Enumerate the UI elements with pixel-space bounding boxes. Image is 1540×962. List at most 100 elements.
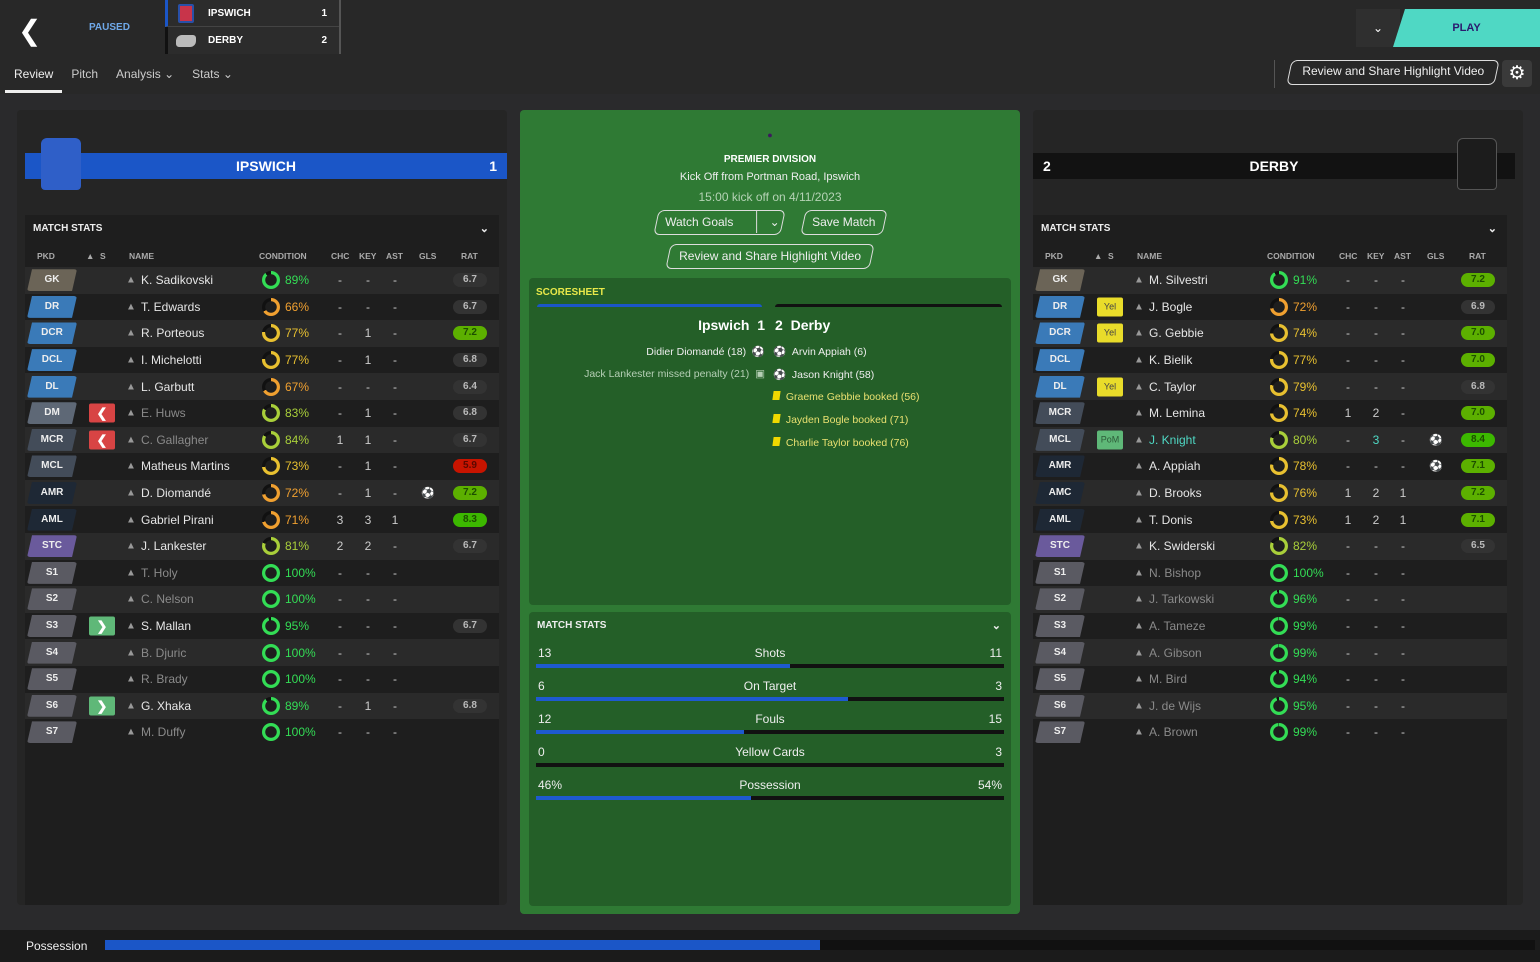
column-header[interactable]: CHC: [331, 251, 350, 261]
table-row[interactable]: S6 ▲ J. de Wijs 95% - - -: [1033, 692, 1507, 720]
tab-review[interactable]: Review: [5, 62, 63, 93]
player-name[interactable]: D. Diomandé: [141, 486, 212, 501]
sort-arrow-icon[interactable]: ▲: [1094, 251, 1103, 261]
player-name[interactable]: A. Appiah: [1149, 459, 1201, 474]
table-row[interactable]: S4 ▲ B. Djuric 100% - - -: [25, 639, 499, 666]
table-row[interactable]: AMR ▲ A. Appiah 78% - - - ⚽ 7.1: [1033, 453, 1507, 480]
column-header[interactable]: S: [1108, 251, 1114, 261]
player-name[interactable]: J. Tarkowski: [1149, 592, 1215, 607]
table-row[interactable]: S1 ▲ T. Holy 100% - - -: [25, 560, 499, 587]
watch-goals-button[interactable]: Watch Goals ⌄: [653, 210, 793, 235]
back-button[interactable]: ❮: [18, 15, 42, 46]
table-row[interactable]: S1 ▲ N. Bishop 100% - - -: [1033, 560, 1507, 587]
player-name[interactable]: Matheus Martins: [141, 459, 230, 474]
player-name[interactable]: K. Swiderski: [1149, 539, 1216, 554]
tab-stats[interactable]: Stats ⌄: [183, 62, 242, 93]
player-name[interactable]: T. Holy: [141, 565, 178, 580]
table-row[interactable]: DCL ▲ K. Bielik 77% - - - 7.0: [1033, 347, 1507, 374]
player-name[interactable]: K. Bielik: [1149, 353, 1193, 368]
player-name[interactable]: C. Nelson: [141, 592, 194, 607]
chevron-down-icon[interactable]: ⌄: [1487, 223, 1497, 235]
table-row[interactable]: DCL ▲ I. Michelotti 77% - 1 - 6.8: [25, 347, 499, 374]
column-header[interactable]: GLS: [1427, 251, 1445, 261]
table-row[interactable]: DL ▲ L. Garbutt 67% - - - 6.4: [25, 373, 499, 400]
review-highlight-button[interactable]: Review and Share Highlight Video: [1286, 60, 1500, 85]
review-highlight-button[interactable]: Review and Share Highlight Video: [665, 244, 875, 269]
player-name[interactable]: Gabriel Pirani: [141, 512, 214, 527]
player-name[interactable]: M. Bird: [1149, 672, 1188, 687]
chevron-down-icon[interactable]: ⌄: [756, 211, 793, 233]
table-row[interactable]: DR Yel ▲ J. Bogle 72% - - - 6.9: [1033, 294, 1507, 321]
play-button[interactable]: PLAY: [1393, 9, 1540, 47]
save-match-button[interactable]: Save Match: [800, 210, 888, 235]
chevron-down-icon[interactable]: ⌄: [991, 620, 1001, 632]
table-row[interactable]: AML ▲ T. Donis 73% 1 2 1 7.1: [1033, 506, 1507, 533]
player-name[interactable]: C. Gallagher: [141, 432, 209, 447]
player-name[interactable]: A. Tameze: [1149, 619, 1206, 634]
table-row[interactable]: DCR Yel ▲ G. Gebbie 74% - - - 7.0: [1033, 320, 1507, 347]
table-row[interactable]: DR ▲ T. Edwards 66% - - - 6.7: [25, 294, 499, 321]
tab-analysis[interactable]: Analysis ⌄: [107, 62, 183, 93]
table-row[interactable]: AMC ▲ D. Brooks 76% 1 2 1 7.2: [1033, 479, 1507, 507]
player-name[interactable]: N. Bishop: [1149, 565, 1202, 580]
table-row[interactable]: S3 ▲ A. Tameze 99% - - -: [1033, 613, 1507, 640]
player-name[interactable]: M. Duffy: [141, 725, 186, 740]
player-name[interactable]: J. Lankester: [141, 539, 207, 554]
table-row[interactable]: AMR ▲ D. Diomandé 72% - 1 - ⚽ 7.2: [25, 479, 499, 507]
table-row[interactable]: MCR ❮ ▲ C. Gallagher 84% 1 1 - 6.7: [25, 426, 499, 454]
player-name[interactable]: A. Brown: [1149, 725, 1198, 740]
table-row[interactable]: DCR ▲ R. Porteous 77% - 1 - 7.2: [25, 320, 499, 347]
table-row[interactable]: STC ▲ J. Lankester 81% 2 2 - 6.7: [25, 532, 499, 560]
table-row[interactable]: AML ▲ Gabriel Pirani 71% 3 3 1 8.3: [25, 506, 499, 533]
column-header[interactable]: RAT: [461, 251, 478, 261]
column-header[interactable]: KEY: [1367, 251, 1385, 261]
table-row[interactable]: DM ❮ ▲ E. Huws 83% - 1 - 6.8: [25, 400, 499, 427]
player-name[interactable]: A. Gibson: [1149, 645, 1202, 660]
column-header[interactable]: CONDITION: [259, 251, 307, 261]
table-row[interactable]: GK ▲ K. Sadikovski 89% - - - 6.7: [25, 267, 499, 294]
table-row[interactable]: STC ▲ K. Swiderski 82% - - - 6.5: [1033, 532, 1507, 560]
table-row[interactable]: DL Yel ▲ C. Taylor 79% - - - 6.8: [1033, 373, 1507, 400]
player-name[interactable]: B. Djuric: [141, 645, 187, 660]
table-row[interactable]: S7 ▲ M. Duffy 100% - - -: [25, 719, 499, 746]
column-header[interactable]: GLS: [419, 251, 437, 261]
player-name[interactable]: D. Brooks: [1149, 486, 1202, 501]
player-name[interactable]: R. Porteous: [141, 326, 205, 341]
table-row[interactable]: MCL ▲ Matheus Martins 73% - 1 - 5.9: [25, 453, 499, 480]
column-header[interactable]: CHC: [1339, 251, 1358, 261]
sort-arrow-icon[interactable]: ▲: [86, 251, 95, 261]
player-name[interactable]: R. Brady: [141, 672, 188, 687]
player-name[interactable]: M. Silvestri: [1149, 273, 1208, 288]
tab-pitch[interactable]: Pitch: [71, 67, 99, 81]
chevron-down-icon[interactable]: ⌄: [479, 223, 489, 235]
player-name[interactable]: T. Donis: [1149, 512, 1193, 527]
table-row[interactable]: S7 ▲ A. Brown 99% - - -: [1033, 719, 1507, 746]
player-name[interactable]: L. Garbutt: [141, 379, 195, 394]
table-row[interactable]: S5 ▲ R. Brady 100% - - -: [25, 666, 499, 693]
table-row[interactable]: S2 ▲ J. Tarkowski 96% - - -: [1033, 586, 1507, 613]
player-name[interactable]: T. Edwards: [141, 299, 201, 314]
column-header[interactable]: PKD: [37, 251, 55, 261]
column-header[interactable]: PKD: [1045, 251, 1063, 261]
table-row[interactable]: S2 ▲ C. Nelson 100% - - -: [25, 586, 499, 613]
column-header[interactable]: KEY: [359, 251, 377, 261]
table-row[interactable]: S3 ❯ ▲ S. Mallan 95% - - - 6.7: [25, 613, 499, 640]
table-row[interactable]: S6 ❯ ▲ G. Xhaka 89% - 1 - 6.8: [25, 692, 499, 720]
player-name[interactable]: G. Xhaka: [141, 698, 192, 713]
gear-icon[interactable]: ⚙: [1502, 60, 1532, 87]
player-name[interactable]: J. de Wijs: [1149, 698, 1202, 713]
player-name[interactable]: C. Taylor: [1149, 379, 1197, 394]
table-row[interactable]: MCL PoM ▲ J. Knight 80% - 3 - ⚽ 8.4: [1033, 426, 1507, 454]
player-name[interactable]: G. Gebbie: [1149, 326, 1204, 341]
column-header[interactable]: NAME: [129, 251, 155, 261]
table-row[interactable]: S4 ▲ A. Gibson 99% - - -: [1033, 639, 1507, 666]
column-header[interactable]: CONDITION: [1267, 251, 1315, 261]
play-options-dropdown[interactable]: ⌄: [1356, 9, 1400, 47]
player-name[interactable]: K. Sadikovski: [141, 273, 214, 288]
player-name[interactable]: M. Lemina: [1149, 406, 1206, 421]
player-name[interactable]: J. Bogle: [1149, 299, 1193, 314]
player-name[interactable]: S. Mallan: [141, 619, 192, 634]
column-header[interactable]: NAME: [1137, 251, 1163, 261]
column-header[interactable]: RAT: [1469, 251, 1486, 261]
column-header[interactable]: AST: [386, 251, 403, 261]
